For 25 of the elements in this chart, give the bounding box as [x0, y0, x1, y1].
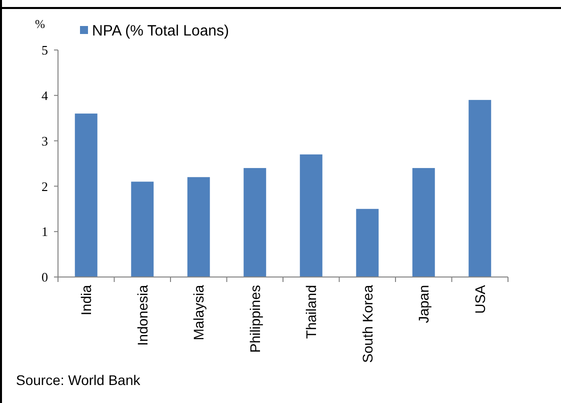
y-tick-label: 3	[42, 133, 48, 148]
bar	[412, 168, 435, 277]
x-tick-label: USA	[472, 284, 488, 314]
x-tick-label: South Korea	[359, 284, 376, 363]
x-tick-label: Indonesia	[134, 284, 150, 346]
y-tick-label: 4	[42, 88, 48, 103]
legend-label: NPA (% Total Loans)	[92, 22, 230, 40]
y-tick-label: 0	[42, 270, 48, 285]
y-axis-title: %	[35, 17, 45, 31]
bar	[74, 114, 98, 277]
y-tick-label: 2	[42, 178, 48, 194]
bar	[468, 100, 492, 277]
bar	[244, 168, 266, 277]
bar	[300, 154, 322, 277]
bar	[356, 208, 379, 277]
x-tick-label: Philippines	[246, 285, 263, 353]
bar	[187, 177, 210, 277]
x-tick-label: India	[78, 284, 94, 316]
y-tick-label: 5	[42, 42, 48, 58]
x-tick-label: Thailand	[303, 285, 320, 339]
y-tick-label: 1	[42, 224, 48, 240]
bar	[131, 182, 154, 277]
source-note: Source: World Bank	[16, 372, 142, 388]
x-tick-label: Japan	[416, 285, 432, 324]
x-tick-label: Malaysia	[190, 284, 207, 340]
